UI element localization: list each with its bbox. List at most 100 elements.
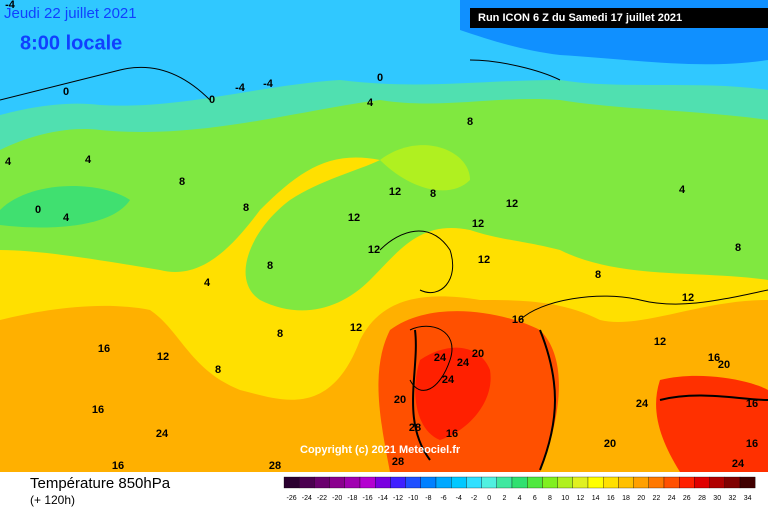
colorbar-swatch [648,476,665,489]
colorbar-label: -12 [393,495,403,502]
colorbar-swatch [466,476,482,489]
mild-zone [380,145,470,191]
colorbar-swatch [329,476,345,489]
colorbar-swatch [709,476,725,489]
colorbar-label: 14 [592,495,600,502]
colorbar-swatch [451,476,467,489]
contour-label: 4 [85,154,92,166]
contour-label: 12 [348,212,360,224]
colorbar-swatch [496,476,513,489]
contour-label: 8 [267,260,273,272]
contour-label: 20 [394,394,406,406]
contour-label: 12 [506,198,518,210]
contour-label: 28 [409,422,421,434]
colorbar-swatch [375,476,391,489]
colorbar-swatch [587,476,604,489]
copyright: Copyright (c) 2021 Meteociel.fr [300,444,461,456]
contour-label: 16 [746,398,758,410]
contour-label: 8 [243,202,249,214]
colorbar-label: -20 [332,495,342,502]
contour-label: 24 [732,458,745,470]
contour-label: 24 [636,398,649,410]
colorbar-swatch [435,476,452,489]
contour-label: 0 [35,204,41,216]
contour-label: 16 [92,404,104,416]
colorbar-label: -24 [302,495,312,502]
contour-label: 4 [679,184,686,196]
contour-label: 16 [708,352,720,364]
colorbar-swatch [679,476,695,489]
colorbar-label: 32 [729,495,737,502]
contour-label: 4 [204,277,211,289]
contour-label: 16 [746,438,758,450]
colorbar-label: 34 [744,495,752,502]
colorbar-swatch [344,476,361,489]
colorbar-swatch [572,476,589,489]
contour-label: 8 [215,364,221,376]
contour-label: -4 [263,78,274,90]
footer-lead: (+ 120h) [30,493,75,507]
cool-pocket [0,186,130,228]
colorbar: -26 -24 -22 -20 -18 -16 -14 -12 -10 -8 -6 -4 -2 0 2 4 6 8… [283,476,756,502]
contour-label: 12 [368,244,380,256]
colorbar-swatch [390,476,406,489]
colorbar-label: -16 [363,495,373,502]
contour-label: 12 [654,336,666,348]
colorbar-swatch [420,476,437,489]
colorbar-swatch [542,476,558,489]
contour-label: 24 [457,357,470,369]
colorbar-label: -22 [317,495,327,502]
contour-label: 0 [63,86,69,98]
colorbar-swatch [694,476,710,489]
colorbar-label: -10 [408,495,418,502]
colorbar-swatch [314,476,330,489]
contour-label: 12 [682,292,694,304]
contour-label: 0 [377,72,383,84]
colorbar-swatch [481,476,497,489]
colorbar-swatch [724,476,741,489]
contour-label: 12 [478,254,490,266]
colorbar-label: 22 [653,495,661,502]
contour-label: 28 [269,460,281,472]
contour-label: 12 [389,186,401,198]
contour-label: 4 [63,212,70,224]
colorbar-label: -6 [440,495,446,502]
colorbar-label: 28 [698,495,706,502]
colorbar-swatch [739,476,756,489]
colorbar-label: 2 [502,495,506,502]
colorbar-label: 18 [622,495,630,502]
run-box [470,8,768,28]
hotter-zone [415,347,491,440]
contour-labels: -4 0 0 -4 -4 0 4 8 4 4 8 0 4 8 12 12 8 12 12 4 8 4 8 12 12 8 8 12 16… [5,0,758,472]
contour-label: -4 [235,82,246,94]
contour-label: 4 [367,97,374,109]
colorbar-label: 0 [487,495,491,502]
colorbar-label: 26 [683,495,691,502]
contour-label: 8 [735,242,741,254]
contour-label: 8 [430,188,436,200]
time-label: 8:00 locale [20,32,122,54]
date-label: Jeudi 22 juillet 2021 [4,5,137,22]
contour-label: -4 [5,0,16,11]
contour-label: 24 [434,352,447,364]
contour-label: 16 [446,428,458,440]
colorbar-label: 6 [533,495,537,502]
colorbar-swatch [405,476,421,489]
contour-label: 8 [467,116,473,128]
contour-label: 20 [604,438,616,450]
colorbar-label: -2 [471,495,477,502]
contour-label: 12 [472,218,484,230]
coastlines [0,59,768,471]
colorbar-label: 10 [561,495,569,502]
contour-label: 24 [442,374,455,386]
colorbar-label: -26 [287,495,297,502]
colorbar-label: 16 [607,495,615,502]
contour-label: 12 [157,351,169,363]
contour-label: 16 [98,343,110,355]
colorbar-label: 24 [668,495,676,502]
colorbar-label: 4 [518,495,522,502]
contour-label: 0 [209,94,215,106]
colorbar-label: -18 [347,495,357,502]
